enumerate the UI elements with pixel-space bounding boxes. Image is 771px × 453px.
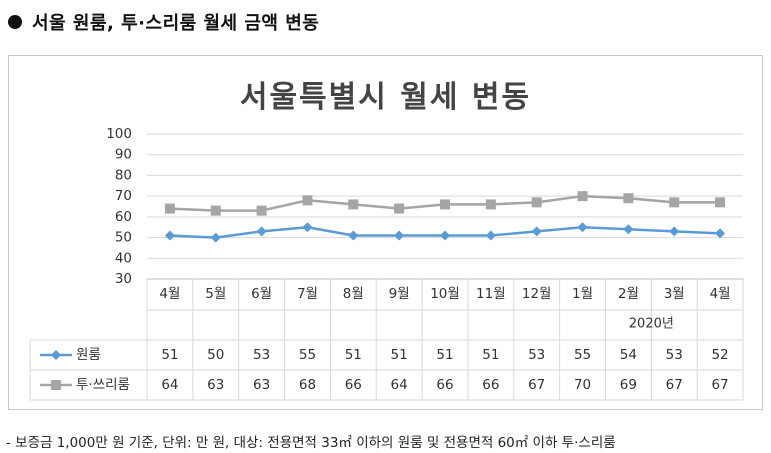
- data-table-cell: 55: [299, 347, 316, 363]
- data-point: [302, 222, 313, 233]
- data-point: [623, 193, 634, 204]
- x-tick-label: 2월: [618, 286, 639, 302]
- y-tick-label: 80: [115, 167, 132, 183]
- data-point: [348, 199, 359, 210]
- y-tick-label: 50: [115, 230, 132, 246]
- data-table-cell: 68: [299, 377, 316, 393]
- data-table-cell: 51: [391, 347, 408, 363]
- data-table-cell: 55: [574, 347, 591, 363]
- x-tick-label: 8월: [343, 286, 364, 302]
- data-table-cell: 64: [391, 377, 408, 393]
- section-heading: 서울 원룸, 투·스리룸 월세 금액 변동: [8, 8, 319, 36]
- y-tick-label: 100: [106, 126, 132, 142]
- data-point: [577, 191, 588, 202]
- data-table-cell: 51: [161, 347, 178, 363]
- x-tick-label: 7월: [297, 286, 318, 302]
- y-tick-label: 30: [115, 271, 132, 287]
- x-tick-label: 12월: [522, 286, 552, 302]
- data-table-cell: 70: [574, 377, 591, 393]
- data-table-cell: 66: [436, 377, 453, 393]
- data-table-cell: 63: [207, 377, 224, 393]
- data-point: [394, 203, 405, 214]
- data-point: [164, 203, 175, 214]
- data-point: [531, 197, 542, 208]
- footnote: - 보증금 1,000만 원 기준, 단위: 만 원, 대상: 전용면적 33㎡…: [6, 435, 616, 451]
- x-tick-label: 4월: [159, 286, 180, 302]
- year-label: 2020년: [629, 317, 674, 332]
- x-tick-label: 4월: [710, 286, 731, 302]
- data-point: [164, 230, 175, 241]
- x-tick-label: 5월: [205, 286, 226, 302]
- data-point: [210, 232, 221, 243]
- data-point: [256, 226, 267, 237]
- data-table-cell: 53: [666, 347, 683, 363]
- data-point: [210, 205, 221, 216]
- data-table-cell: 63: [253, 377, 270, 393]
- data-point: [623, 224, 634, 235]
- legend-label: 원룸: [76, 347, 101, 363]
- data-table-cell: 69: [620, 377, 637, 393]
- data-table-cell: 53: [253, 347, 270, 363]
- data-table-cell: 51: [436, 347, 453, 363]
- data-table-cell: 67: [528, 377, 545, 393]
- bullet-icon: [8, 15, 22, 29]
- data-table-cell: 66: [482, 377, 499, 393]
- data-table-cell: 64: [161, 377, 178, 393]
- y-tick-label: 40: [115, 250, 132, 266]
- data-point: [348, 230, 359, 241]
- data-point: [485, 230, 496, 241]
- data-table-cell: 51: [482, 347, 499, 363]
- data-point: [394, 230, 405, 241]
- x-tick-label: 6월: [251, 286, 272, 302]
- x-tick-label: 11월: [476, 286, 506, 302]
- data-table-cell: 50: [207, 347, 224, 363]
- chart-title: 서울특별시 월세 변동: [239, 80, 532, 115]
- data-table-cell: 66: [345, 377, 362, 393]
- data-point: [715, 197, 726, 208]
- data-table-cell: 67: [666, 377, 683, 393]
- heading-text: 서울 원룸, 투·스리룸 월세 금액 변동: [32, 13, 320, 34]
- legend-marker: [51, 380, 61, 390]
- data-point: [715, 228, 726, 239]
- data-table-cell: 51: [345, 347, 362, 363]
- data-table-cell: 67: [711, 377, 728, 393]
- data-point: [440, 199, 450, 210]
- x-tick-label: 9월: [389, 286, 410, 302]
- chart-frame: [8, 55, 763, 410]
- y-tick-label: 60: [115, 209, 132, 225]
- data-point: [440, 230, 450, 241]
- data-point: [531, 226, 542, 237]
- legend-label: 투·쓰리룸: [76, 377, 130, 393]
- data-table-cell: 53: [528, 347, 545, 363]
- y-tick-label: 70: [115, 188, 132, 204]
- data-table-cell: 52: [711, 347, 728, 363]
- legend-marker: [51, 350, 61, 360]
- data-point: [256, 205, 267, 216]
- data-point: [577, 222, 588, 233]
- data-point: [485, 199, 496, 210]
- data-point: [669, 226, 680, 237]
- x-tick-label: 3월: [664, 286, 685, 302]
- y-tick-label: 90: [115, 147, 132, 163]
- data-point: [302, 195, 313, 206]
- data-point: [669, 197, 680, 208]
- data-table-cell: 54: [620, 347, 637, 363]
- x-tick-label: 1월: [572, 286, 593, 302]
- x-tick-label: 10월: [430, 286, 460, 302]
